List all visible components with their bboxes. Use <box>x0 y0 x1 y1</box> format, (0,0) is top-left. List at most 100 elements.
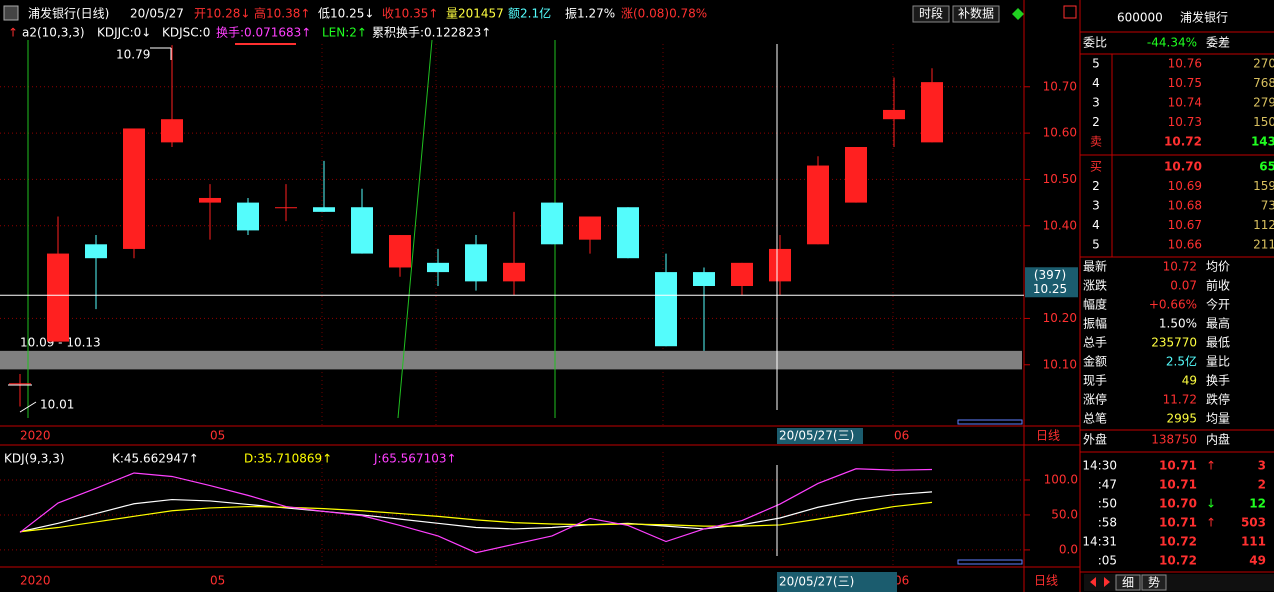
tick-arrow: ↑ <box>1206 516 1216 530</box>
drawing-line <box>397 39 433 419</box>
cursor-date-box <box>777 572 897 592</box>
period-label: 日线 <box>1036 429 1060 443</box>
y-tick-label: 10.70 <box>1043 79 1077 93</box>
book-level: 3 <box>1092 199 1100 213</box>
status-icon <box>1063 5 1077 19</box>
header-item: 振1.27% <box>565 7 615 21</box>
candle-body <box>617 207 639 259</box>
tick-time: 14:31 <box>1082 535 1117 549</box>
tab-label[interactable]: 细 <box>1122 576 1134 590</box>
candle-body <box>351 207 373 254</box>
candle-body <box>883 109 905 120</box>
candle-body <box>807 165 829 245</box>
tick-time: :05 <box>1098 554 1117 568</box>
book-price: 10.75 <box>1168 76 1202 90</box>
book-price: 10.68 <box>1168 199 1202 213</box>
book-level: 买 <box>1090 160 1102 174</box>
candle-body <box>541 202 563 245</box>
stat-value: 138750 <box>1151 433 1197 447</box>
y-tick-label: 50.0 <box>1051 507 1078 521</box>
indicator-title: KDJ(9,3,3) <box>4 452 65 466</box>
legend-entry: J:65.567103↑ <box>373 452 457 466</box>
scrollbar[interactable] <box>957 419 1023 425</box>
tick-volume: 2 <box>1258 478 1266 492</box>
tick-volume: 3 <box>1258 459 1266 473</box>
annotation-line <box>19 401 37 413</box>
x-tick-label: 05 <box>210 574 225 588</box>
button[interactable] <box>952 5 1000 23</box>
tick-volume: 503 <box>1241 516 1266 530</box>
book-volume: 73 <box>1261 199 1274 213</box>
y-tick-label: 10.50 <box>1043 172 1077 186</box>
scrollbar[interactable] <box>957 559 1023 565</box>
annotation: 10.79 <box>116 48 150 62</box>
stock-name: 浦发银行 <box>1180 10 1228 25</box>
y-tick-label: 10.10 <box>1043 357 1077 371</box>
y-tick-label: 10.20 <box>1043 311 1077 325</box>
stat-label: 最高 <box>1206 316 1230 331</box>
arrow-icon: ↑ <box>8 26 18 40</box>
book-level: 4 <box>1092 218 1100 232</box>
book-price: 10.73 <box>1168 115 1202 129</box>
candle-body <box>731 262 753 286</box>
tab[interactable] <box>1141 574 1167 591</box>
y-tick-label: 10.40 <box>1043 218 1077 232</box>
stat-label: 总手 <box>1083 336 1107 350</box>
book-price: 10.69 <box>1168 179 1202 193</box>
header-item: 量201457 <box>446 7 504 21</box>
status-icon <box>1012 8 1024 20</box>
cursor-date: 20/05/27(三) <box>779 575 854 589</box>
tab[interactable] <box>1115 574 1141 591</box>
button-label[interactable]: 时段 <box>919 6 943 21</box>
tick-volume: 12 <box>1249 497 1266 511</box>
stat-label: 涨停 <box>1083 392 1107 407</box>
date: 20/05/27 <box>130 7 184 21</box>
candle-body <box>503 262 525 282</box>
indicator-item: 换手:0.071683↑ <box>216 26 311 40</box>
cursor-price-box <box>1025 267 1078 298</box>
book-price: 10.70 <box>1164 160 1202 174</box>
candle-body <box>389 235 411 268</box>
tick-price: 10.72 <box>1159 535 1197 549</box>
stat-value: 1.50% <box>1159 317 1197 331</box>
candle-body <box>427 262 449 273</box>
app-icon <box>3 5 19 21</box>
stat-value: 235770 <box>1151 336 1197 350</box>
indicator-item: a2(10,3,3) <box>22 26 85 40</box>
header-item: 开10.28↓ <box>194 7 250 21</box>
stat-value: 2995 <box>1166 412 1197 426</box>
x-tick-label: 06 <box>894 574 909 588</box>
book-price: 10.76 <box>1168 57 1202 71</box>
book-level: 5 <box>1092 57 1100 71</box>
candle-body <box>579 216 601 240</box>
range-band <box>0 350 1022 370</box>
kdj-line <box>19 468 933 554</box>
stat-label: 总笔 <box>1083 411 1107 426</box>
cursor-price: 10.25 <box>1033 282 1067 296</box>
book-level: 4 <box>1092 76 1100 90</box>
range-band-label: 10.09 - 10.13 <box>20 335 101 349</box>
ratio-value: -44.34% <box>1147 36 1197 50</box>
nav-arrows[interactable] <box>1090 577 1110 587</box>
tick-price: 10.71 <box>1159 478 1197 492</box>
tick-arrow: ↓ <box>1206 497 1216 511</box>
stat-label: 前收 <box>1206 278 1230 293</box>
stat-label: 跌停 <box>1206 392 1230 407</box>
y-tick-label: 100.0 <box>1044 472 1078 486</box>
legend-entry: D:35.710869↑ <box>244 452 332 466</box>
candle-body <box>85 244 107 259</box>
book-volume: 65 <box>1259 160 1274 174</box>
book-volume: 270 <box>1253 57 1274 71</box>
candle-body <box>237 202 259 231</box>
book-price: 10.74 <box>1168 96 1202 110</box>
button[interactable] <box>912 5 950 23</box>
tab-label[interactable]: 势 <box>1148 576 1160 590</box>
book-volume: 279 <box>1253 96 1274 110</box>
book-level: 卖 <box>1090 135 1102 149</box>
tick-price: 10.71 <box>1159 459 1197 473</box>
book-level: 2 <box>1092 115 1100 129</box>
button-label[interactable]: 补数据 <box>958 6 994 21</box>
tick-price: 10.70 <box>1159 497 1197 511</box>
